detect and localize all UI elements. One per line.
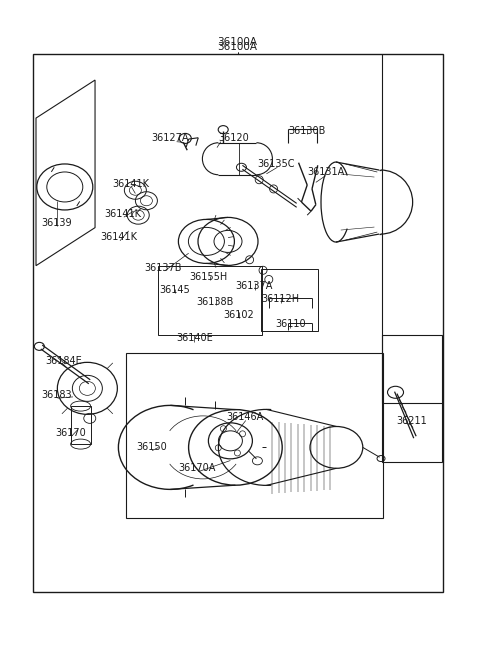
Text: 36127A: 36127A (152, 133, 189, 143)
Text: 36139: 36139 (41, 218, 72, 228)
Text: 36140E: 36140E (176, 333, 213, 344)
Text: 36170A: 36170A (178, 463, 216, 474)
Text: 36137A: 36137A (236, 281, 273, 291)
Text: 36100A: 36100A (217, 42, 258, 52)
Text: 36211: 36211 (396, 416, 427, 426)
Text: 36141K: 36141K (104, 209, 141, 219)
Text: 36146A: 36146A (226, 412, 264, 422)
Text: 36102: 36102 (224, 310, 254, 320)
Text: 36141K: 36141K (100, 232, 138, 243)
Text: 36110: 36110 (275, 319, 306, 329)
Text: 36170: 36170 (55, 428, 86, 438)
Text: 36100A: 36100A (217, 37, 258, 47)
Text: 36141K: 36141K (112, 178, 149, 189)
Text: 36183: 36183 (41, 390, 72, 400)
Text: 36112H: 36112H (261, 294, 300, 304)
Text: 36155H: 36155H (190, 272, 228, 282)
Text: 36135C: 36135C (257, 159, 295, 169)
Text: 36145: 36145 (159, 285, 190, 295)
Text: 36130B: 36130B (288, 126, 326, 136)
Text: 36150: 36150 (136, 442, 167, 453)
Text: 36131A: 36131A (308, 167, 345, 177)
Text: 36120: 36120 (218, 133, 249, 143)
Bar (71, 406, 91, 444)
Text: 36137B: 36137B (144, 262, 182, 273)
Text: 36138B: 36138B (196, 297, 234, 307)
Text: 36184E: 36184E (46, 356, 82, 366)
